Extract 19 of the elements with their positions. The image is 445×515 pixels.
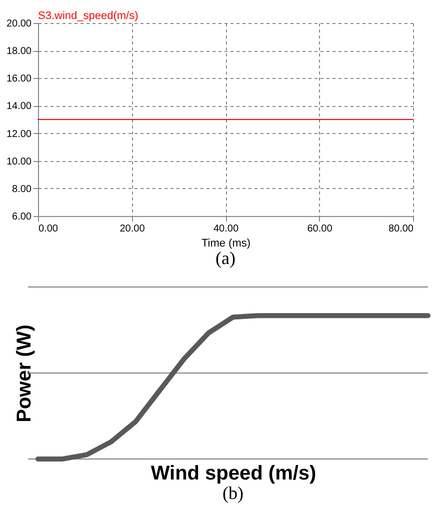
x-axis-title: Time (ms) xyxy=(201,238,251,250)
y-tick-label: 20.00 xyxy=(6,18,32,30)
y-axis-title: Power (W) xyxy=(14,324,36,422)
x-tick-label: 80.00 xyxy=(388,224,414,234)
x-tick-label: 0.00 xyxy=(38,224,58,234)
y-tick-label: 14.00 xyxy=(6,101,32,112)
y-tick-label: 12.00 xyxy=(6,128,32,140)
y-tick-label: 18.00 xyxy=(6,46,32,58)
x-tick-label: 60.00 xyxy=(307,224,333,234)
y-tick-label: 8.00 xyxy=(12,184,32,195)
x-axis-title: Wind speed (m/s) xyxy=(150,462,316,484)
y-tick-label: 16.00 xyxy=(6,74,32,85)
text: (a) xyxy=(216,248,236,268)
x-tick-label: 20.00 xyxy=(120,224,146,234)
x-tick-label: 40.00 xyxy=(213,224,239,234)
y-tick-label: 10.00 xyxy=(6,156,32,168)
text: (b) xyxy=(222,483,244,503)
text: S3.wind_speed(m/s) xyxy=(38,10,138,22)
y-tick-label: 6.00 xyxy=(12,212,32,222)
